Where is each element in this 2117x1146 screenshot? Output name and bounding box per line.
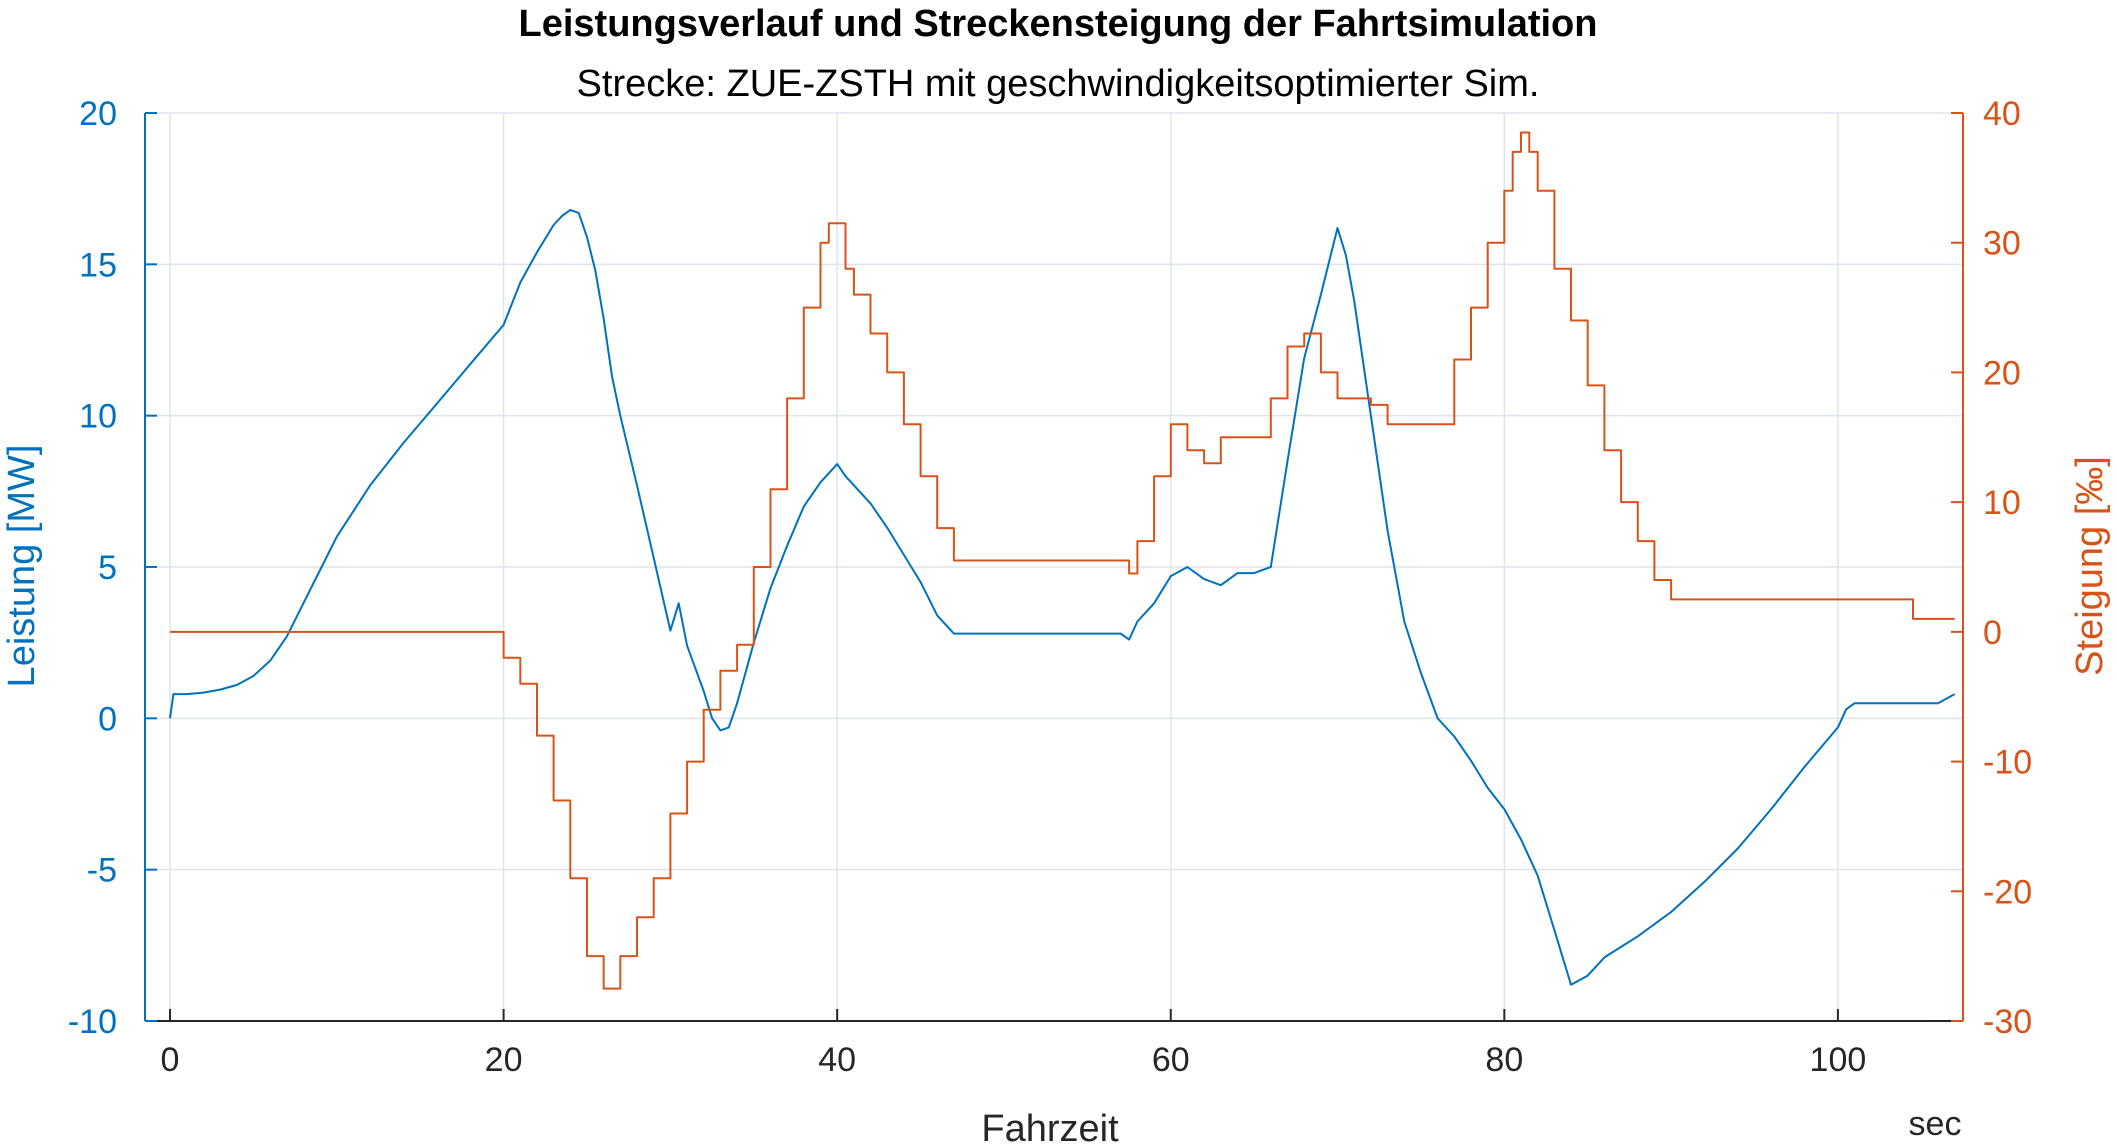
y-right-tick-label: -10: [1983, 744, 2032, 782]
x-tick-label: 0: [161, 1041, 180, 1079]
y-left-tick-label: 5: [98, 549, 117, 587]
y-right-tick-label: 20: [1983, 354, 2021, 392]
y-right-tick-label: -30: [1983, 1003, 2032, 1041]
series-line-steigung: [170, 131, 1955, 990]
y-left-tick-label: 20: [79, 95, 117, 133]
y-left-tick-label: 15: [79, 246, 117, 284]
x-tick-label: 40: [818, 1041, 856, 1079]
grid-lines: [145, 112, 1963, 1022]
y-right-tick-label: 10: [1983, 484, 2021, 522]
x-axis-label: Fahrzeit: [981, 1108, 1119, 1146]
y-left-tick-label: 10: [79, 398, 117, 436]
x-tick-label: 60: [1152, 1041, 1190, 1079]
x-tick-label: 80: [1485, 1041, 1523, 1079]
y-right-axis-label: Steigung [‰]: [2069, 456, 2111, 676]
plot-area: [169, 131, 1956, 990]
axes-frame: [144, 112, 1964, 1022]
y-left-tick-label: -5: [87, 852, 117, 890]
x-axis-unit: sec: [1909, 1105, 1962, 1143]
y-left-tick-label: -10: [68, 1003, 117, 1041]
y-right-tick-label: 30: [1983, 225, 2021, 263]
y-right-tick-label: 40: [1983, 95, 2021, 133]
chart-title: Leistungsverlauf und Streckensteigung de…: [519, 3, 1598, 45]
y-right-tick-label: 0: [1983, 614, 2002, 652]
x-tick-label: 100: [1810, 1041, 1867, 1079]
series-line-leistung: [169, 208, 1956, 986]
tick-labels: 0 20 40 60 80 100 -10 -5 0 5 10 15 20 -30 -20 -10 0 10 20 3…: [68, 95, 2032, 1079]
chart-subtitle: Strecke: ZUE-ZSTH mit geschwindigkeitsop…: [577, 63, 1540, 105]
y-left-axis-label: Leistung [MW]: [1, 445, 43, 688]
y-right-tick-label: -20: [1983, 873, 2032, 911]
x-tick-label: 20: [485, 1041, 523, 1079]
y-left-tick-label: 0: [98, 700, 117, 738]
